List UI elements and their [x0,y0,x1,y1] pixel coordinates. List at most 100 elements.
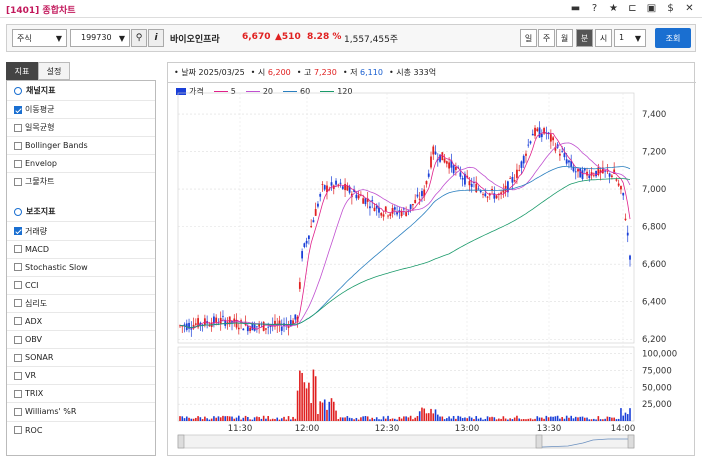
checkbox[interactable] [14,407,22,416]
volume-bar [391,418,394,421]
info-button[interactable]: i [148,29,164,47]
period-hour-button[interactable]: 시 [595,29,612,47]
checkbox[interactable] [14,123,22,132]
checkbox[interactable] [14,281,22,290]
checkbox[interactable] [14,317,22,326]
window-icon[interactable]: ▣ [646,2,657,14]
aux-indicator-item[interactable]: ADX [7,311,155,330]
candle-body [348,186,351,193]
candle-body [396,212,398,215]
volume-bar [278,419,281,421]
checkbox[interactable] [14,299,22,308]
search-button[interactable]: ⚲ [131,29,147,47]
candle-body [369,206,371,209]
volume-bar [312,369,315,421]
scroll-left-handle [177,434,185,449]
volume-bar [407,417,410,421]
checkbox[interactable] [14,141,22,150]
volume-bar [228,416,231,421]
volume-bar [534,418,536,421]
volume-bar [561,417,563,421]
stock-code-input[interactable]: 199730 ▼ [70,29,130,47]
volume-tick-label: 25,000 [642,400,672,410]
volume-bar [459,416,462,421]
dollar-icon[interactable]: $ [667,2,674,14]
period-week-button[interactable]: 주 [538,29,555,47]
checkbox[interactable] [14,177,22,186]
checkbox[interactable] [14,389,22,398]
aux-indicator-item[interactable]: CCI [7,275,155,294]
volume-bar [296,390,299,421]
chevron-down-icon: ▼ [634,34,641,43]
volume-bar [441,416,444,421]
stock-code-value: 199730 [81,33,112,42]
checkbox[interactable] [14,353,22,362]
aux-indicator-item[interactable]: MACD [7,239,155,258]
volume-bar [516,415,518,421]
aux-indicator-item-label: CCI [25,280,39,290]
period-minute-button[interactable]: 분 [576,29,593,47]
channel-indicator-item[interactable]: 그물차트 [7,172,155,190]
tab-settings[interactable]: 설정 [38,62,70,80]
aux-indicator-item[interactable]: 거래량 [7,221,155,239]
aux-indicator-item[interactable]: Williams' %R [7,402,155,420]
channel-indicator-item[interactable]: Bollinger Bands [7,136,155,154]
legend-label: 20 [262,87,274,96]
volume-bar [602,419,604,421]
volume-bar [303,382,306,421]
legend-label: 가격 [189,87,204,96]
legend-label: 60 [300,87,311,96]
volume-bar [507,419,509,421]
interval-select[interactable]: 1 ▼ [614,29,646,47]
aux-indicator-item[interactable]: ROC [7,420,155,439]
candle-body [504,185,507,192]
candle-body [208,325,211,327]
tab-indicators[interactable]: 지표 [6,62,38,80]
checkbox[interactable] [14,227,22,236]
radio-icon[interactable] [14,86,22,95]
candle-body [188,322,190,329]
volume-bar [565,415,568,421]
aux-indicator-item[interactable]: SONAR [7,348,155,366]
star-icon[interactable]: ★ [609,2,618,14]
checkbox[interactable] [14,371,22,380]
candle-body [479,190,482,193]
checkbox[interactable] [14,426,22,435]
volume-bar [233,418,236,421]
aux-indicator-item[interactable]: Stochastic Slow [7,257,155,276]
checkbox[interactable] [14,159,22,168]
channel-indicator-item[interactable]: 이동평균 [7,100,155,118]
channel-indicator-item[interactable]: Envelop [7,154,155,172]
period-month-button[interactable]: 월 [556,29,573,47]
layout-icon[interactable]: ⊏ [628,2,637,14]
aux-indicator-item[interactable]: VR [7,366,155,384]
candle-body [416,194,419,197]
aux-indicator-item[interactable]: TRIX [7,384,155,402]
period-day-button[interactable]: 일 [520,29,537,47]
volume-bar [511,419,514,421]
query-button[interactable]: 조회 [655,28,691,48]
aux-indicator-item[interactable]: 심리도 [7,293,155,312]
candle-body [506,181,509,193]
close-icon[interactable]: ✕ [685,2,694,14]
chat-icon[interactable]: ▬ [570,2,581,14]
candle-body [289,320,292,326]
checkbox[interactable] [14,335,22,344]
volume-bar [240,419,242,421]
help-icon[interactable]: ? [591,2,598,14]
volume-bar [439,416,441,421]
volume-bar [556,415,559,421]
radio-icon[interactable] [14,207,22,216]
aux-indicator-item[interactable]: OBV [7,330,155,348]
checkbox[interactable] [14,263,22,272]
price-chart[interactable]: 7,400 7,200 7,000 6,800 6,600 6,400 6,200 100,0… [168,63,696,457]
legend-item: 60 [283,87,310,96]
time-tick-label: 14:00 [611,424,636,434]
volume-bar [219,417,222,421]
volume-bar [204,416,206,421]
market-select[interactable]: 주식 ▼ [12,29,67,47]
channel-indicator-item[interactable]: 일목균형 [7,118,155,136]
checkbox[interactable] [14,245,22,254]
volume-bar [403,416,405,421]
checkbox[interactable] [14,105,22,114]
